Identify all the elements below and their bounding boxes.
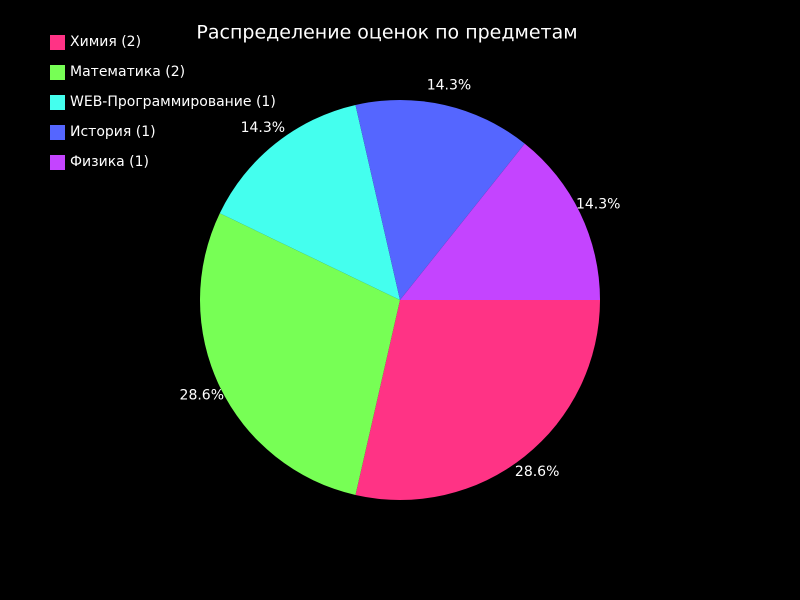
legend-label: WEB-Программирование (1) (70, 94, 276, 110)
chart-title: Распределение оценок по предметам (196, 22, 577, 44)
legend-label: Химия (2) (70, 34, 141, 50)
pie-slice (199, 213, 400, 495)
slice-label: 14.3% (241, 120, 285, 136)
legend-swatch (50, 95, 65, 110)
slice-label: 14.3% (427, 78, 471, 94)
pie-slice (355, 300, 600, 501)
legend-label: История (1) (70, 124, 156, 140)
slice-label: 14.3% (576, 197, 620, 213)
pie-slice (355, 100, 525, 301)
pie-slice (219, 105, 400, 300)
legend-label: Математика (2) (70, 64, 185, 80)
legend-swatch (50, 125, 65, 140)
pie-slice (400, 143, 600, 300)
legend-swatch (50, 35, 65, 50)
legend-swatch (50, 65, 65, 80)
legend-label: Физика (1) (70, 154, 149, 170)
slice-label: 28.6% (180, 387, 224, 403)
legend-swatch (50, 155, 65, 170)
slice-label: 28.6% (515, 464, 559, 480)
